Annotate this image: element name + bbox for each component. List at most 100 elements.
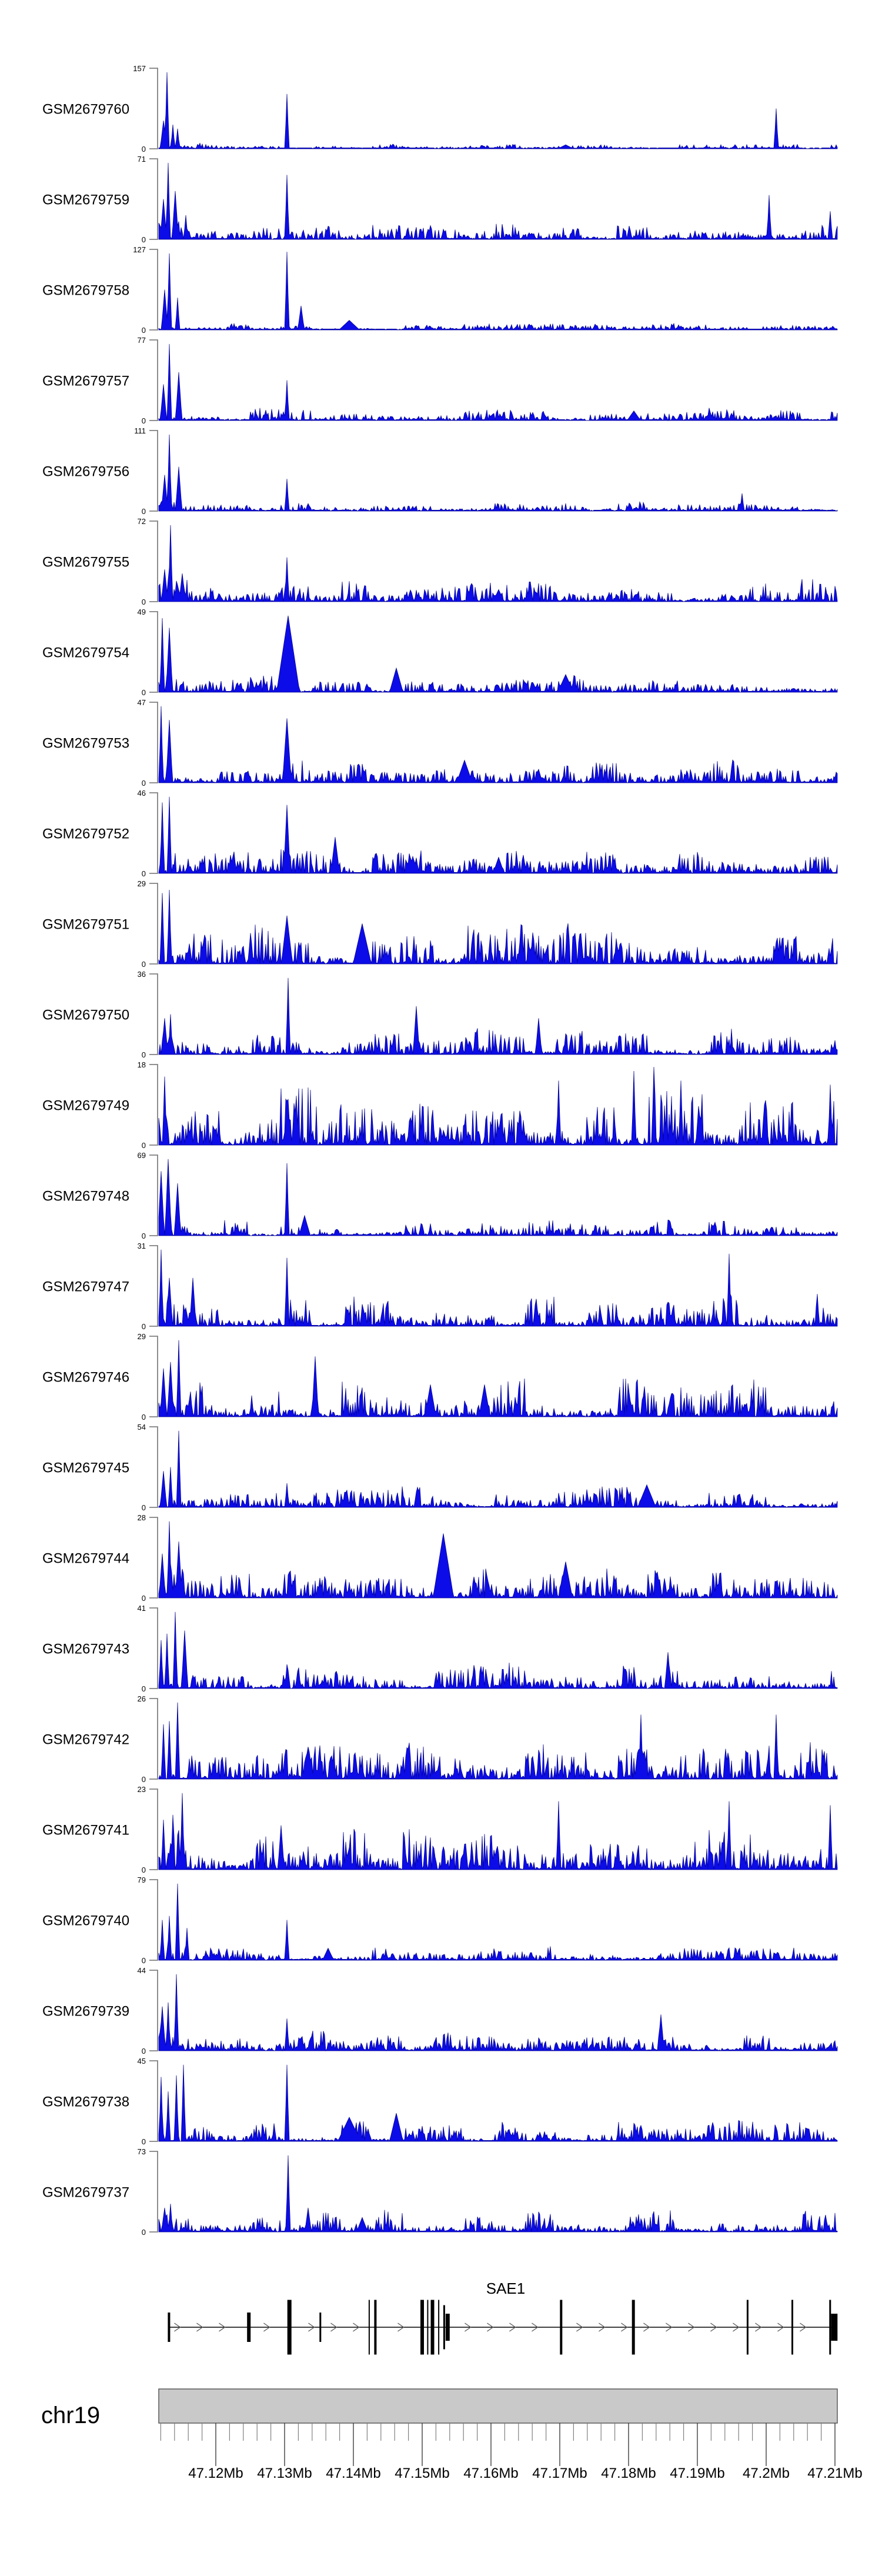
exon-bar — [430, 2300, 435, 2355]
coverage-area — [158, 434, 838, 512]
strand-chevron-icon — [733, 2323, 740, 2332]
strand-chevron-icon — [666, 2323, 673, 2332]
strand-chevron-icon — [643, 2323, 650, 2332]
ruler-tick-label: 47.2Mb — [743, 2465, 790, 2481]
exon-bar — [368, 2300, 370, 2355]
track-y-axis — [149, 973, 158, 1055]
strand-chevron-icon — [308, 2323, 315, 2332]
strand-chevron-icon — [397, 2323, 405, 2332]
track-label: GSM2679755 — [42, 555, 129, 570]
coverage-area — [158, 796, 838, 874]
y-max-label: 111 — [134, 426, 146, 435]
ruler-tick-label: 47.17Mb — [532, 2465, 587, 2481]
track-label: GSM2679754 — [42, 645, 129, 661]
exon-bar — [443, 2305, 445, 2350]
coverage-area — [158, 1702, 838, 1780]
y-max-label: 71 — [138, 155, 146, 163]
strand-chevron-icon — [465, 2323, 472, 2332]
exon-bar — [438, 2300, 440, 2355]
track-label: GSM2679750 — [42, 1007, 129, 1023]
track-y-axis — [149, 611, 158, 693]
track-label: GSM2679743 — [42, 1641, 129, 1657]
track-y-axis — [149, 1698, 158, 1780]
track-y-axis — [149, 1154, 158, 1236]
coverage-area — [158, 1430, 838, 1509]
y-max-label: 49 — [138, 608, 146, 616]
exon-bar — [791, 2300, 793, 2355]
ruler-tick-label: 47.16Mb — [463, 2465, 518, 2481]
track-y-axis — [149, 158, 158, 240]
strand-chevron-icon — [487, 2323, 494, 2332]
coverage-area — [158, 1340, 838, 1418]
exon-bar — [829, 2300, 831, 2355]
track-label: GSM2679741 — [42, 1823, 129, 1838]
strand-chevron-icon — [196, 2323, 203, 2332]
track-y-axis — [149, 792, 158, 874]
track-y-axis — [149, 1970, 158, 2051]
coverage-area — [158, 615, 838, 693]
y-zero-label: 0 — [142, 1050, 146, 1059]
exon-cds-box — [445, 2314, 450, 2341]
coverage-area — [158, 525, 838, 602]
track-label: GSM2679747 — [42, 1279, 129, 1295]
y-zero-label: 0 — [142, 1322, 146, 1331]
track-label: GSM2679760 — [42, 102, 129, 118]
track-y-axis — [149, 1879, 158, 1961]
y-max-label: 23 — [138, 1785, 146, 1794]
track-label: GSM2679758 — [42, 283, 129, 299]
exon-cds-box — [831, 2314, 838, 2341]
track-y-axis — [149, 1336, 158, 1417]
track-y-axis — [149, 430, 158, 512]
strand-chevron-icon — [576, 2323, 583, 2332]
track-label: GSM2679739 — [42, 2004, 129, 2020]
track-y-axis — [149, 2151, 158, 2233]
y-max-label: 72 — [138, 517, 146, 526]
track-y-axis — [149, 339, 158, 421]
y-zero-label: 0 — [142, 779, 146, 788]
strand-chevron-icon — [353, 2323, 360, 2332]
y-zero-label: 0 — [142, 507, 146, 516]
coverage-area — [158, 1159, 838, 1236]
y-zero-label: 0 — [142, 326, 146, 335]
track-y-axis — [149, 2060, 158, 2142]
exon-bar — [632, 2300, 635, 2355]
coverage-area — [158, 977, 838, 1055]
exon-bar — [247, 2313, 251, 2342]
track-label: GSM2679759 — [42, 192, 129, 208]
track-y-axis — [149, 249, 158, 331]
track-label: GSM2679740 — [42, 1913, 129, 1929]
y-max-label: 69 — [138, 1151, 146, 1160]
y-zero-label: 0 — [142, 869, 146, 878]
ruler-tick-label: 47.12Mb — [188, 2465, 243, 2481]
strand-chevron-icon — [599, 2323, 606, 2332]
y-zero-label: 0 — [142, 2137, 146, 2146]
track-label: GSM2679749 — [42, 1098, 129, 1114]
y-max-label: 54 — [138, 1423, 146, 1432]
strand-chevron-icon — [800, 2323, 807, 2332]
track-label: GSM2679742 — [42, 1732, 129, 1748]
coverage-area — [158, 1067, 838, 1146]
exon-bar — [560, 2300, 563, 2355]
strand-chevron-icon — [330, 2323, 338, 2332]
strand-chevron-icon — [688, 2323, 695, 2332]
coverage-area — [158, 162, 838, 241]
exon-bar — [319, 2313, 322, 2342]
ruler-tick-label: 47.13Mb — [257, 2465, 312, 2481]
y-zero-label: 0 — [142, 1775, 146, 1784]
track-label: GSM2679737 — [42, 2185, 129, 2201]
y-max-label: 127 — [133, 245, 146, 254]
strand-chevron-icon — [532, 2323, 539, 2332]
strand-chevron-icon — [621, 2323, 628, 2332]
strand-chevron-icon — [509, 2323, 516, 2332]
coverage-area — [158, 1974, 838, 2051]
y-zero-label: 0 — [142, 1594, 146, 1603]
ruler-tick-label: 47.21Mb — [807, 2465, 862, 2481]
track-label: GSM2679757 — [42, 373, 129, 389]
y-zero-label: 0 — [142, 1956, 146, 1965]
y-zero-label: 0 — [142, 688, 146, 697]
track-label: GSM2679745 — [42, 1460, 129, 1476]
y-max-label: 41 — [138, 1604, 146, 1613]
y-max-label: 29 — [138, 1332, 146, 1341]
